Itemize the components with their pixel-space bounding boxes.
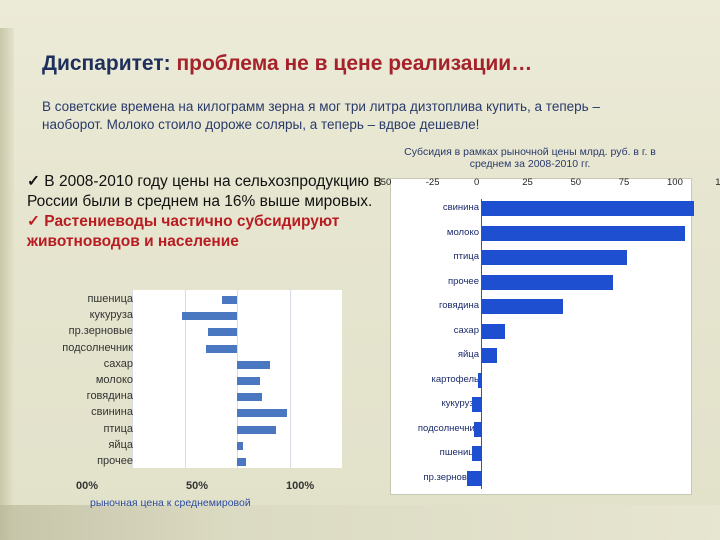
- bar-пшеница: [222, 296, 237, 304]
- bar-сахар: [482, 323, 506, 339]
- category-label: кукуруза: [441, 398, 480, 409]
- bar-птица: [237, 425, 276, 434]
- category-label: сахар: [103, 357, 133, 370]
- bar-молоко: [237, 377, 261, 385]
- category-label: яйца: [108, 438, 133, 451]
- category-label: молоко: [446, 226, 479, 238]
- category-label: птица: [453, 251, 479, 262]
- bar-прочее: [237, 458, 247, 466]
- bar-яйца: [237, 441, 244, 450]
- bar-кукуруза: [472, 397, 482, 412]
- slide-title: Диспаритет: проблема не в цене реализаци…: [42, 52, 532, 76]
- category-label: пр.зерновые: [68, 325, 133, 338]
- title-part-1: Диспаритет:: [42, 52, 171, 75]
- x-tick-label: 100: [667, 177, 683, 188]
- category-label: говядина: [86, 390, 133, 403]
- bar-свинина: [237, 409, 288, 418]
- bar-подсолнечник: [474, 421, 482, 437]
- bar-сахар: [237, 360, 270, 369]
- category-label: прочее: [97, 455, 133, 467]
- category-label: пшеница: [439, 447, 479, 458]
- bar-пр.зерновые: [466, 470, 482, 486]
- category-label: кукуруза: [89, 309, 133, 322]
- category-label: свинина: [91, 406, 133, 419]
- bullet-1-text: В 2008-2010 году цены на сельхозпродукци…: [27, 173, 382, 210]
- gridline: [132, 290, 133, 468]
- bullet-2-text: Растениеводы частично субсидируют животн…: [27, 213, 340, 250]
- x-tick-label: 50%: [186, 480, 209, 492]
- bar-молоко: [482, 225, 685, 241]
- title-part-2: проблема не в цене реализации…: [170, 52, 533, 75]
- x-tick-label: -50: [377, 177, 392, 188]
- bullet-2: ✓ Растениеводы частично субсидируют живо…: [27, 212, 427, 252]
- category-label: подсолнечник: [417, 422, 479, 434]
- bar-яйца: [482, 348, 498, 363]
- subsidy-chart: -50 -25 0 25 50 75 100 125 свинина молоко птица про…: [378, 177, 720, 495]
- bar-птица: [482, 250, 627, 265]
- check-icon: ✓: [27, 213, 40, 230]
- price-ratio-chart: рыночная цена к среднемировой пшеница кук…: [40, 290, 342, 509]
- x-tick-label: 25: [522, 177, 533, 188]
- gridline: [289, 290, 291, 468]
- category-label: подсолнечник: [62, 341, 133, 354]
- category-label: прочее: [447, 275, 479, 287]
- bar-говядина: [237, 393, 263, 402]
- x-tick-label: 125: [715, 177, 720, 188]
- category-label: картофель: [431, 373, 479, 385]
- bar-свинина: [482, 201, 695, 216]
- category-label: птица: [103, 422, 133, 435]
- bar-пр.зерновые: [207, 328, 237, 337]
- category-label: свинина: [442, 202, 479, 213]
- intro-quote: В советские времена на килограмм зерна я…: [42, 99, 600, 132]
- x-tick-label: 0: [474, 177, 480, 188]
- x-tick-label: 100%: [286, 480, 315, 492]
- bar-пшеница: [472, 446, 482, 461]
- subsidy-zero-axis: [481, 199, 482, 489]
- x-tick-label: 50: [570, 177, 582, 188]
- bar-подсолнечник: [205, 344, 237, 353]
- left-decorative-band: [0, 28, 14, 540]
- price-ratio-x-axis-label: рыночная цена к среднемировой: [90, 497, 251, 509]
- x-tick-label: 00%: [76, 480, 99, 492]
- bar-кукуруза: [182, 312, 237, 321]
- category-label: пр.зерновые: [423, 471, 479, 483]
- category-label: пшеница: [87, 293, 133, 305]
- bar-картофель: [478, 372, 482, 388]
- bullet-list: ✓ В 2008-2010 году цены на сельхозпродук…: [27, 172, 427, 252]
- x-tick-label: -25: [425, 177, 440, 188]
- subsidy-chart-title: Субсидия в рамках рыночной цены млрд. ру…: [404, 146, 656, 170]
- gridline: [184, 290, 186, 468]
- category-label: яйца: [457, 349, 479, 360]
- check-icon: ✓: [27, 173, 40, 190]
- x-tick-label: 75: [618, 177, 630, 188]
- bar-говядина: [482, 299, 564, 314]
- bottom-decorative-band: [0, 505, 720, 540]
- category-label: сахар: [453, 324, 479, 336]
- category-label: молоко: [95, 374, 133, 386]
- bar-прочее: [482, 274, 614, 290]
- price-ratio-plot-area: [132, 290, 342, 468]
- category-label: говядина: [438, 300, 479, 311]
- bullet-1: ✓ В 2008-2010 году цены на сельхозпродук…: [27, 172, 427, 212]
